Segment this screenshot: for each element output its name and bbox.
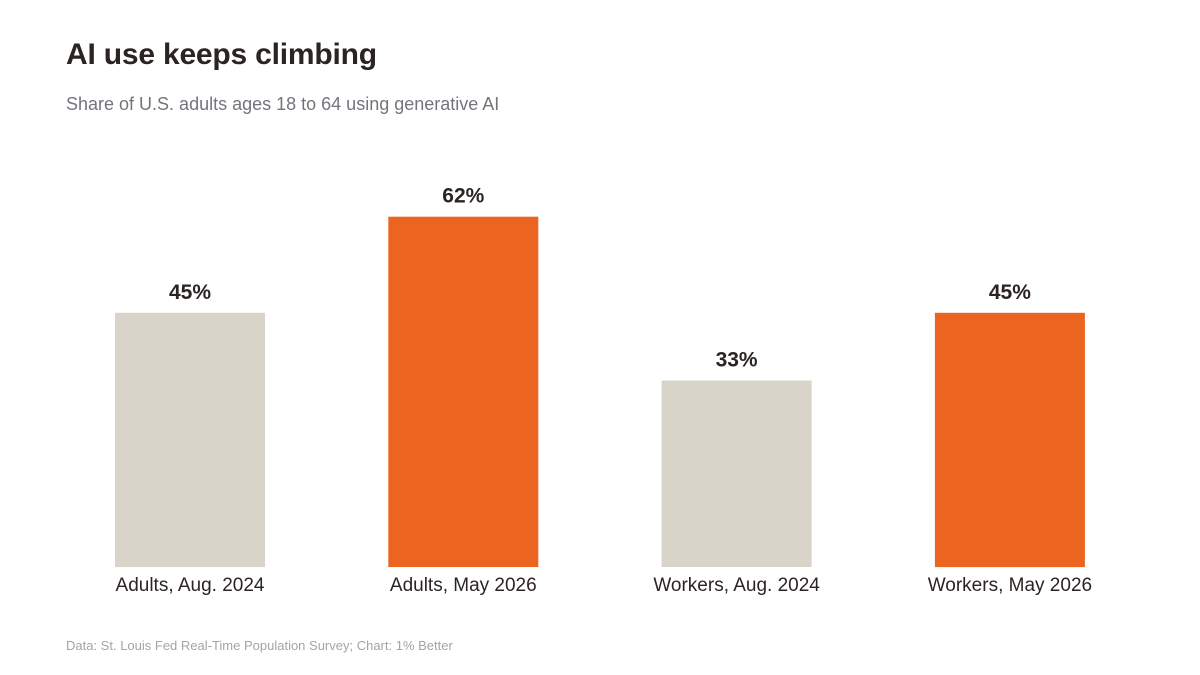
category-label-3: Workers, Aug. 2024 (653, 575, 820, 596)
bar-2 (388, 216, 539, 567)
bar-3 (661, 380, 812, 567)
value-label-1: 45% (169, 281, 211, 304)
source-note: Data: St. Louis Fed Real-Time Population… (66, 638, 453, 653)
category-label-1: Adults, Aug. 2024 (116, 575, 265, 596)
chart-title: AI use keeps climbing (66, 38, 377, 71)
bar-1 (115, 312, 265, 568)
value-label-3: 33% (716, 349, 758, 372)
bar-4 (934, 312, 1085, 568)
chart-subtitle: Share of U.S. adults ages 18 to 64 using… (66, 94, 500, 114)
category-label-2: Adults, May 2026 (390, 575, 537, 596)
value-label-2: 62% (442, 185, 484, 208)
value-label-4: 45% (989, 281, 1031, 304)
category-label-4: Workers, May 2026 (928, 575, 1092, 596)
